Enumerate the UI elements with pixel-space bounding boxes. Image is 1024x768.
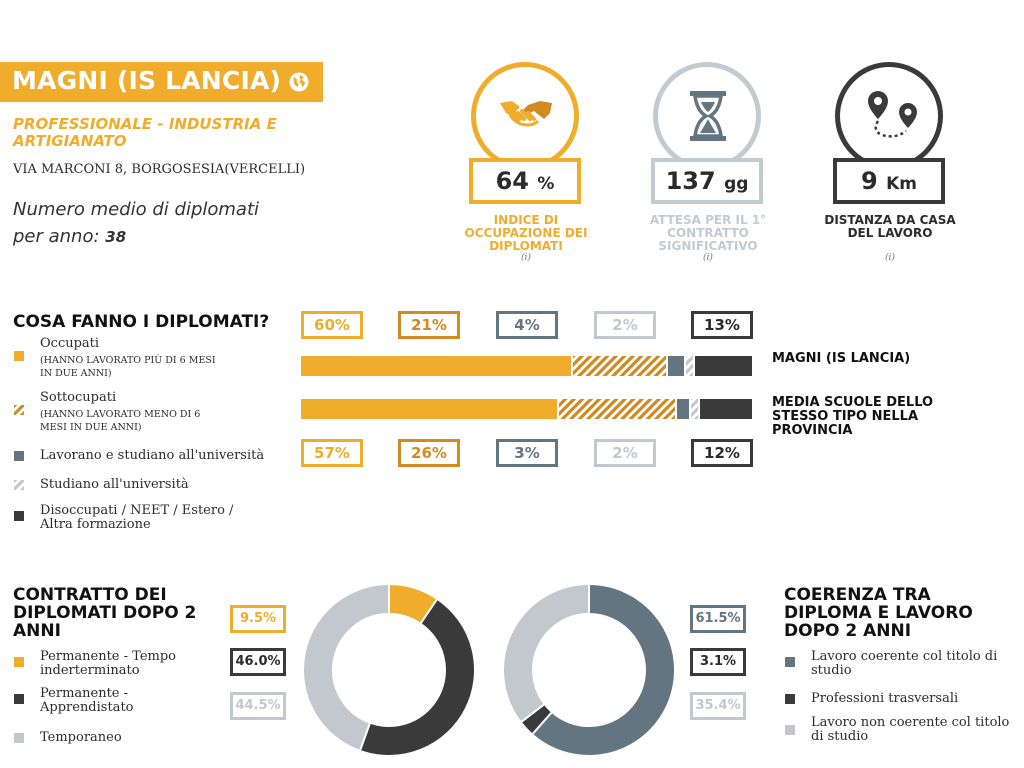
bar-segment-average-3 <box>690 399 698 419</box>
legend-swatch-lavorano-studiano <box>14 451 24 461</box>
legend-label-disoccupati: Disoccupati / NEET / Estero / Altra form… <box>40 503 234 532</box>
map-pins-icon <box>868 91 917 138</box>
kpi-distance-unit: Km <box>886 174 917 194</box>
kpi-employment-info[interactable]: (i) <box>521 253 531 263</box>
contract-swatch-temporary <box>14 733 24 743</box>
contract-value-box-0: 9.5% <box>230 605 286 633</box>
kpi-employment-circle <box>471 62 579 170</box>
avg-graduates-value: 38 <box>105 228 127 246</box>
pct-box-average-3: 2% <box>594 439 656 467</box>
bar-segment-school-4 <box>695 356 752 376</box>
kpi-distance-value-box: 9 Km <box>833 158 945 204</box>
contract-legend-permanent: Permanente - Tempo inderterminato <box>40 649 176 678</box>
legend-sub-occupati: (HANNO LAVORATO PIÙ DI 6 MESI IN DUE ANN… <box>40 355 216 379</box>
avg-graduates-label: Numero medio di diplomati per anno: <box>13 199 260 247</box>
contract-legend-temporary: Temporaneo <box>40 730 122 745</box>
contract-value-box-1: 46.0% <box>230 648 286 676</box>
coherence-donut-slice-0 <box>530 582 676 757</box>
bar-label-average: MEDIA SCUOLE DELLO STESSO TIPO NELLA PRO… <box>772 395 934 438</box>
coherence-value-box-0: 61.5% <box>690 605 746 633</box>
avg-graduates: Numero medio di diplomati per anno: 38 <box>13 196 293 251</box>
school-banner: MAGNI (IS LANCIA) <box>0 62 323 102</box>
legend-sub-sottocupati: (HANNO LAVORATO MENO DI 6 MESI IN DUE AN… <box>40 409 201 433</box>
what-they-do-title: COSA FANNO I DIPLOMATI? <box>13 312 270 332</box>
legend-swatch-sottocupati <box>14 405 24 415</box>
contract-value-box-2: 44.5% <box>230 692 286 720</box>
coherence-title: COERENZA TRA DIPLOMA E LAVORO DOPO 2 ANN… <box>784 585 973 641</box>
kpi-wait-info[interactable]: (i) <box>703 253 713 263</box>
kpi-employment-label: INDICE DI OCCUPAZIONE DEI DIPLOMATI <box>464 213 588 253</box>
coherence-value-box-1: 3.1% <box>690 648 746 676</box>
legend-label-studiano: Studiano all'università <box>40 477 189 492</box>
kpi-distance-value: 9 <box>861 167 878 195</box>
coherence-legend-coherent: Lavoro coerente col titolo di studio <box>811 649 998 678</box>
pct-box-school-3: 2% <box>594 311 656 339</box>
coherence-donut-slice-2 <box>502 582 590 724</box>
kpi-wait-unit: gg <box>724 174 749 194</box>
handshake-icon <box>500 101 552 127</box>
globe-icon[interactable] <box>288 71 310 93</box>
kpi-employment-unit: % <box>537 174 555 194</box>
kpi-wait-label: ATTESA PER IL 1° CONTRATTO SIGNIFICATIVO <box>649 213 767 253</box>
pct-box-average-4: 12% <box>691 439 753 467</box>
hourglass-icon <box>690 91 726 141</box>
contract-donut-slice-0 <box>388 582 439 626</box>
pct-box-school-4: 13% <box>691 311 753 339</box>
pct-box-average-2: 3% <box>496 439 558 467</box>
kpi-distance-label: DISTANZA DA CASA DEL LAVORO <box>824 213 956 240</box>
bar-segment-average-4 <box>699 399 752 419</box>
coherence-value-box-2: 35.4% <box>690 692 746 720</box>
coherence-legend-not-coherent: Lavoro non coerente col titolo di studio <box>811 715 1010 744</box>
bar-segment-school-1 <box>572 356 666 376</box>
kpi-wait-circle <box>653 62 761 170</box>
bar-segment-school-3 <box>686 356 694 376</box>
legend-label-occupati: Occupati <box>40 336 100 351</box>
bar-segment-average-1 <box>559 399 675 419</box>
contract-title: CONTRATTO DEI DIPLOMATI DOPO 2 ANNI <box>13 585 197 641</box>
kpi-distance-info[interactable]: (i) <box>885 253 895 263</box>
contract-legend-apprentice: Permanente - Apprendistato <box>40 686 134 715</box>
school-address: VIA MARCONI 8, BORGOSESIA(VERCELLI) <box>13 162 306 177</box>
kpi-wait-value: 137 <box>665 167 716 195</box>
contract-donut-slice-1 <box>358 597 476 757</box>
legend-swatch-disoccupati <box>14 511 24 521</box>
legend-swatch-occupati <box>14 351 24 361</box>
coherence-swatch-not-coherent <box>785 725 795 735</box>
pct-box-school-1: 21% <box>398 311 460 339</box>
coherence-swatch-transversal <box>785 694 795 704</box>
contract-donut-slice-2 <box>302 582 390 753</box>
bar-segment-average-2 <box>676 399 689 419</box>
coherence-donut-slice-1 <box>519 702 554 736</box>
bar-segment-school-0 <box>301 356 571 376</box>
bar-segment-school-2 <box>667 356 685 376</box>
pct-box-average-0: 57% <box>301 439 363 467</box>
school-type: PROFESSIONALE - INDUSTRIA E ARTIGIANATO <box>13 115 277 150</box>
contract-swatch-apprentice <box>14 694 24 704</box>
coherence-swatch-coherent <box>785 657 795 667</box>
pct-box-school-2: 4% <box>496 311 558 339</box>
kpi-wait-value-box: 137 gg <box>651 158 763 204</box>
kpi-employment-value-box: 64 % <box>469 158 581 204</box>
legend-label-lavorano-studiano: Lavorano e studiano all'università <box>40 448 265 463</box>
kpi-employment-value: 64 <box>495 167 529 195</box>
pct-box-school-0: 60% <box>301 311 363 339</box>
school-name: MAGNI (IS LANCIA) <box>12 66 282 95</box>
contract-swatch-permanent <box>14 657 24 667</box>
kpi-distance-circle <box>835 62 943 170</box>
coherence-legend-transversal: Professioni trasversali <box>811 691 959 706</box>
bar-label-school: MAGNI (IS LANCIA) <box>772 351 911 366</box>
pct-box-average-1: 26% <box>398 439 460 467</box>
legend-swatch-studiano <box>14 480 24 490</box>
legend-label-sottocupati: Sottocupati <box>40 390 117 405</box>
bar-segment-average-0 <box>301 399 558 419</box>
